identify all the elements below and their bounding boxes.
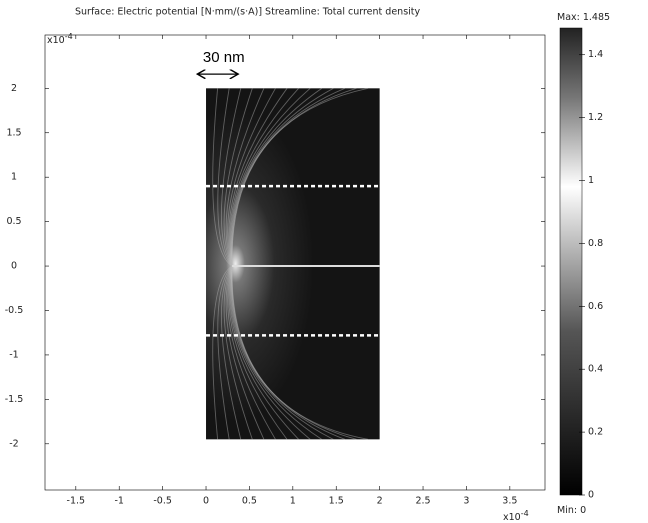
streamline xyxy=(225,265,265,440)
streamlines xyxy=(212,88,369,440)
colorbar-tick-label: 1 xyxy=(588,175,594,186)
streamline xyxy=(229,265,311,440)
y-tick-label: -1.5 xyxy=(5,394,24,405)
colorbar-tick-label: 0.8 xyxy=(588,238,603,249)
streamline xyxy=(217,88,233,267)
colorbar-tick-label: 1.4 xyxy=(588,49,603,60)
colorbar xyxy=(559,27,583,496)
axis-multiplier: x10-4 xyxy=(47,32,73,46)
x-tick-label: 1 xyxy=(290,496,296,507)
streamline xyxy=(212,265,233,440)
y-tick-label: -0.5 xyxy=(5,305,24,316)
streamline xyxy=(229,88,299,267)
streamline xyxy=(231,266,357,440)
scale-label: 30 nm xyxy=(203,49,245,66)
y-tick-label: 0 xyxy=(11,261,17,272)
multiplier-exponent: -4 xyxy=(521,509,529,518)
streamline xyxy=(231,266,346,440)
streamline xyxy=(228,88,288,267)
x-tick-label: 2 xyxy=(377,496,383,507)
colorbar-max-value: 1.485 xyxy=(583,12,610,23)
streamline xyxy=(227,88,276,267)
multiplier-base: x10 xyxy=(47,35,65,46)
streamline xyxy=(231,88,369,267)
colorbar-tick-label: 0.4 xyxy=(588,364,603,375)
colorbar-tick-label: 0 xyxy=(588,490,594,501)
colorbar-tick-label: 0.6 xyxy=(588,301,603,312)
x-tick-label: 3 xyxy=(463,496,469,507)
x-tick-label: -0.5 xyxy=(153,496,172,507)
axis-multiplier: x10-4 xyxy=(503,509,529,523)
streamline xyxy=(230,88,334,267)
x-tick-label: -1 xyxy=(114,496,123,507)
y-tick-label: -1 xyxy=(9,349,18,360)
streamline xyxy=(217,265,233,440)
streamline xyxy=(223,265,253,440)
x-tick-label: 2.5 xyxy=(415,496,430,507)
y-tick-label: -2 xyxy=(9,438,18,449)
chart-title: Surface: Electric potential [N·mm/(s·A)]… xyxy=(75,7,421,18)
colorbar-min-text: Min: xyxy=(557,505,577,516)
streamline xyxy=(231,266,369,440)
streamline xyxy=(229,88,311,267)
x-tick-label: 0 xyxy=(203,496,209,507)
colorbar-max-text: Max: xyxy=(557,12,580,23)
streamline xyxy=(231,88,346,267)
streamline xyxy=(230,88,323,267)
colorbar-max: Max: 1.485 xyxy=(557,12,610,23)
colorbar-tick-label: 1.2 xyxy=(588,112,603,123)
domain-surface xyxy=(206,88,380,440)
streamline xyxy=(220,265,242,440)
colorbar-min: Min: 0 xyxy=(557,505,586,516)
y-tick-label: 1.5 xyxy=(6,127,21,138)
multiplier-exponent: -4 xyxy=(65,32,73,41)
x-tick-label: 3.5 xyxy=(502,496,517,507)
multiplier-base: x10 xyxy=(503,512,521,523)
y-tick-label: 2 xyxy=(11,83,17,94)
streamline xyxy=(220,88,242,267)
x-tick-label: 1.5 xyxy=(329,496,344,507)
colorbar-min-value: 0 xyxy=(580,505,586,516)
colorbar-tick-label: 0.2 xyxy=(588,427,603,438)
x-tick-label: -1.5 xyxy=(67,496,86,507)
y-tick-label: 1 xyxy=(11,172,17,183)
x-tick-label: 0.5 xyxy=(242,496,257,507)
streamline xyxy=(225,88,265,267)
y-tick-label: 0.5 xyxy=(6,216,21,227)
streamline xyxy=(229,265,299,440)
streamline xyxy=(212,88,233,267)
streamline xyxy=(230,266,334,440)
streamline xyxy=(227,265,276,440)
streamline xyxy=(231,88,357,267)
streamline xyxy=(230,266,323,440)
streamline xyxy=(223,88,253,267)
streamline xyxy=(228,265,288,440)
